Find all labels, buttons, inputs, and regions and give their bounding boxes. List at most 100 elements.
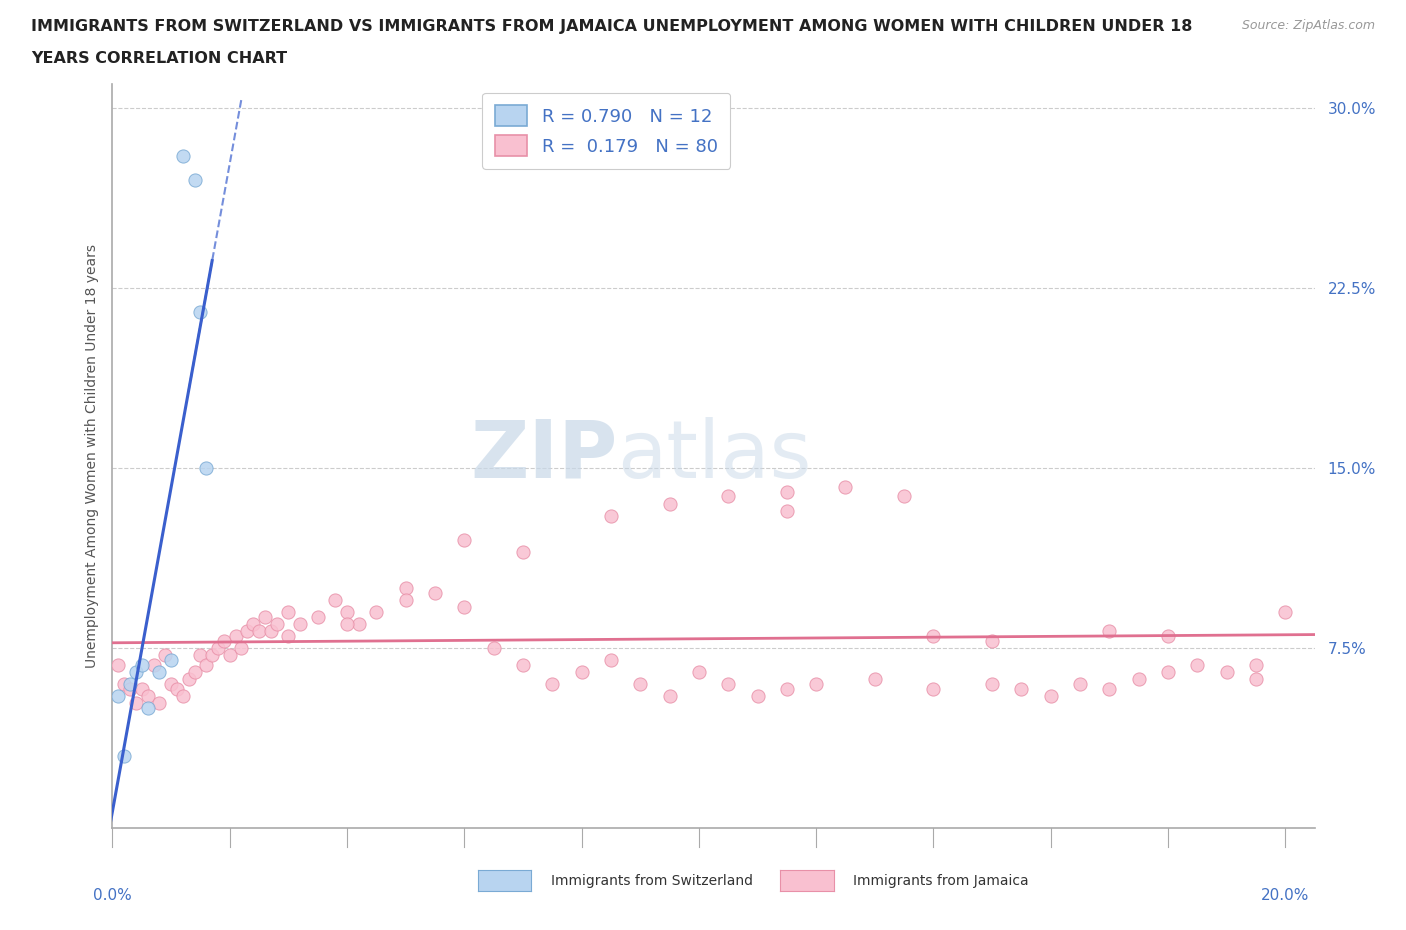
Point [112,749,135,764]
Point [922,629,945,644]
Point [148,664,170,679]
Point [136,688,159,703]
Point [172,688,194,703]
Point [277,629,299,644]
Legend: R = 0.790   N = 12, R =  0.179   N = 80: R = 0.790 N = 12, R = 0.179 N = 80 [482,93,730,168]
Point [236,623,259,638]
Point [1157,629,1180,644]
Point [717,676,740,691]
Point [600,652,623,667]
Point [136,700,159,715]
Point [107,688,129,703]
Point [288,617,311,631]
Point [266,617,288,631]
Text: Source: ZipAtlas.com: Source: ZipAtlas.com [1241,19,1375,32]
Text: Immigrants from Switzerland: Immigrants from Switzerland [551,873,754,888]
Point [893,489,915,504]
Point [512,544,534,559]
Point [1215,664,1237,679]
Point [195,460,218,475]
Point [160,652,183,667]
Point [776,503,799,518]
Point [307,609,329,624]
Text: 20.0%: 20.0% [1261,888,1309,903]
Text: ZIP: ZIP [470,417,617,495]
Point [1157,664,1180,679]
Point [1069,676,1091,691]
Text: YEARS CORRELATION CHART: YEARS CORRELATION CHART [31,51,287,66]
Point [347,617,370,631]
Point [177,671,200,686]
Point [160,676,183,691]
Point [218,647,240,662]
Point [453,600,475,615]
Point [1128,671,1150,686]
Point [658,688,681,703]
Point [131,681,153,696]
Point [628,676,651,691]
Point [190,304,212,319]
Point [247,623,270,638]
Point [225,629,247,644]
Point [776,681,799,696]
Point [688,664,710,679]
Point [120,681,142,696]
Point [231,640,253,655]
Point [922,681,945,696]
Point [1244,671,1267,686]
Text: 0.0%: 0.0% [93,888,132,903]
Point [776,485,799,499]
Point [125,696,148,711]
Point [1098,623,1121,638]
Point [863,671,886,686]
Point [183,664,205,679]
Point [1187,658,1209,672]
Point [571,664,593,679]
Point [112,676,135,691]
Point [201,647,224,662]
Point [242,617,264,631]
Point [981,633,1004,648]
Point [717,489,740,504]
Point [804,676,827,691]
Point [658,497,681,512]
Point [131,658,153,672]
Point [142,658,165,672]
Point [107,658,129,672]
Point [395,592,418,607]
Point [155,647,177,662]
Point [166,681,188,696]
Point [183,172,205,187]
Text: atlas: atlas [617,417,811,495]
Point [125,664,148,679]
Point [747,688,769,703]
Point [148,696,170,711]
Point [277,604,299,619]
Text: Immigrants from Jamaica: Immigrants from Jamaica [853,873,1029,888]
Point [172,148,194,163]
Point [212,633,235,648]
Point [512,658,534,672]
Point [336,617,359,631]
Point [482,640,505,655]
Text: IMMIGRANTS FROM SWITZERLAND VS IMMIGRANTS FROM JAMAICA UNEMPLOYMENT AMONG WOMEN : IMMIGRANTS FROM SWITZERLAND VS IMMIGRANT… [31,19,1192,33]
Point [423,585,446,600]
Point [541,676,564,691]
Point [1010,681,1032,696]
Point [1039,688,1062,703]
Point [600,509,623,524]
Point [981,676,1004,691]
Point [190,647,212,662]
Point [323,592,346,607]
Point [366,604,388,619]
Point [120,676,142,691]
Point [260,623,283,638]
Point [453,532,475,547]
Point [1244,658,1267,672]
Y-axis label: Unemployment Among Women with Children Under 18 years: Unemployment Among Women with Children U… [84,244,98,668]
Point [336,604,359,619]
Point [1098,681,1121,696]
Point [1274,604,1296,619]
Point [207,640,229,655]
Point [195,658,218,672]
